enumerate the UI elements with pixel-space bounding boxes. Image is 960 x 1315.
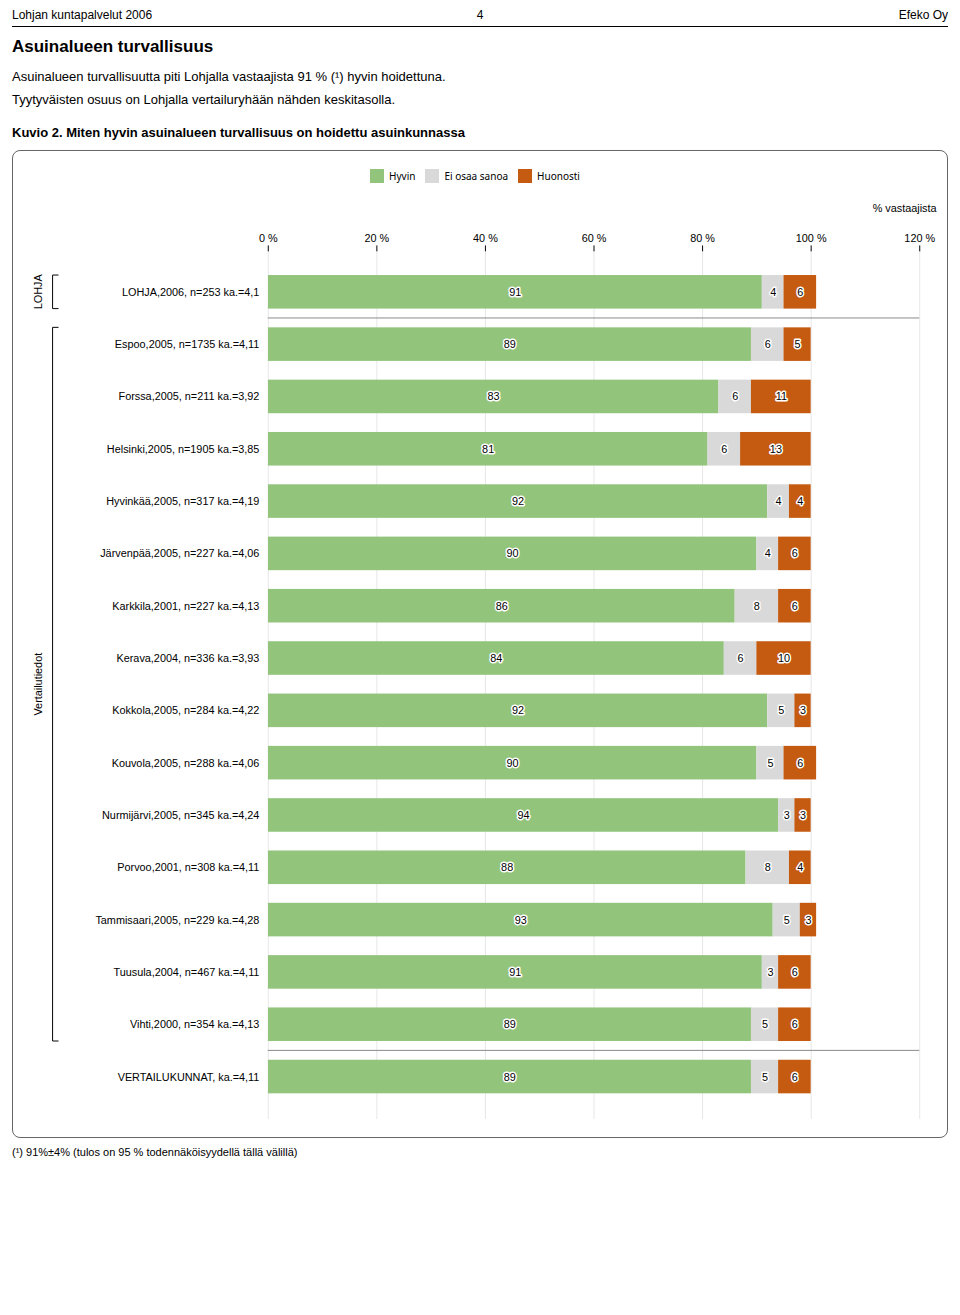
svg-text:LOHJA,2006, n=253 ka.=4,1: LOHJA,2006, n=253 ka.=4,1 (122, 286, 259, 298)
svg-text:92: 92 (512, 704, 524, 716)
svg-text:40 %: 40 % (473, 232, 498, 244)
svg-text:91: 91 (509, 286, 521, 298)
html-text:(¹) 91%±4% (tulos on 95 % tode: (¹) 91%±4% (tulos on 95 % todennäköisyyd… (12, 1145, 298, 1158)
svg-text:8: 8 (765, 861, 771, 873)
svg-text:6: 6 (797, 286, 803, 298)
svg-text:6: 6 (792, 600, 798, 612)
svg-text:Kokkola,2005, n=284 ka.=4,22: Kokkola,2005, n=284 ka.=4,22 (112, 704, 259, 716)
svg-text:90: 90 (507, 757, 519, 769)
svg-text:81: 81 (482, 443, 494, 455)
svg-text:92: 92 (512, 495, 524, 507)
svg-text:Tuusula,2004, n=467 ka.=4,11: Tuusula,2004, n=467 ka.=4,11 (113, 966, 259, 978)
svg-text:Tammisaari,2005, n=229 ka.=4,2: Tammisaari,2005, n=229 ka.=4,28 (95, 914, 259, 926)
svg-text:5: 5 (778, 704, 784, 716)
svg-text:86: 86 (496, 600, 508, 612)
svg-text:120 %: 120 % (904, 232, 935, 244)
svg-text:84: 84 (490, 652, 502, 664)
svg-text:89: 89 (504, 338, 516, 350)
svg-text:80 %: 80 % (690, 232, 715, 244)
svg-text:Vihti,2000, n=354 ka.=4,13: Vihti,2000, n=354 ka.=4,13 (130, 1018, 259, 1030)
svg-text:Karkkila,2001, n=227 ka.=4,13: Karkkila,2001, n=227 ka.=4,13 (112, 600, 259, 612)
svg-text:10: 10 (778, 652, 790, 664)
html-text:Asuinalueen turvallisuus: Asuinalueen turvallisuus (12, 37, 214, 56)
svg-text:94: 94 (517, 809, 529, 821)
svg-text:89: 89 (504, 1018, 516, 1030)
svg-text:13: 13 (770, 443, 782, 455)
svg-text:8: 8 (754, 600, 760, 612)
svg-text:5: 5 (784, 914, 790, 926)
svg-text:5: 5 (795, 338, 801, 350)
svg-text:Hyvinkää,2005, n=317 ka.=4,19: Hyvinkää,2005, n=317 ka.=4,19 (106, 495, 259, 507)
svg-text:3: 3 (800, 704, 806, 716)
svg-text:83: 83 (488, 390, 500, 402)
svg-text:4: 4 (765, 547, 771, 559)
svg-text:5: 5 (762, 1071, 768, 1083)
svg-text:6: 6 (797, 757, 803, 769)
svg-text:60 %: 60 % (582, 232, 607, 244)
svg-text:Kerava,2004, n=336 ka.=3,93: Kerava,2004, n=336 ka.=3,93 (116, 652, 259, 664)
svg-text:3: 3 (800, 809, 806, 821)
svg-text:4: 4 (797, 861, 803, 873)
svg-text:LOHJA: LOHJA (32, 274, 44, 310)
svg-text:4: 4 (776, 495, 782, 507)
svg-text:5: 5 (767, 757, 773, 769)
html-text:Ei osaa sanoa: Ei osaa sanoa (444, 168, 509, 183)
html-text:4: 4 (476, 8, 484, 22)
svg-text:6: 6 (792, 547, 798, 559)
svg-text:6: 6 (792, 1018, 798, 1030)
svg-text:91: 91 (509, 966, 521, 978)
html-text:Tyytyväisten osuus on Lohjalla: Tyytyväisten osuus on Lohjalla vertailur… (12, 92, 395, 107)
svg-text:0 %: 0 % (259, 232, 278, 244)
html-text:Efeko Oy: Efeko Oy (898, 8, 948, 22)
svg-text:6: 6 (732, 390, 738, 402)
html-text:Asuinalueen turvallisuutta pit: Asuinalueen turvallisuutta piti Lohjalla… (12, 69, 446, 84)
svg-text:3: 3 (784, 809, 790, 821)
svg-text:6: 6 (738, 652, 744, 664)
svg-text:% vastaajista: % vastaajista (873, 202, 938, 214)
svg-text:90: 90 (507, 547, 519, 559)
svg-text:4: 4 (797, 495, 803, 507)
svg-text:88: 88 (501, 861, 513, 873)
svg-text:Nurmijärvi,2005, n=345 ka.=4,2: Nurmijärvi,2005, n=345 ka.=4,24 (102, 809, 259, 821)
svg-text:6: 6 (765, 338, 771, 350)
svg-text:Kouvola,2005, n=288 ka.=4,06: Kouvola,2005, n=288 ka.=4,06 (112, 757, 260, 769)
svg-text:6: 6 (792, 1071, 798, 1083)
svg-text:4: 4 (770, 286, 776, 298)
svg-text:6: 6 (721, 443, 727, 455)
svg-text:11: 11 (776, 390, 787, 402)
svg-text:5: 5 (762, 1018, 768, 1030)
svg-text:100 %: 100 % (796, 232, 827, 244)
svg-text:Helsinki,2005, n=1905 ka.=3,85: Helsinki,2005, n=1905 ka.=3,85 (107, 443, 260, 455)
svg-text:Järvenpää,2005, n=227 ka.=4,06: Järvenpää,2005, n=227 ka.=4,06 (100, 547, 259, 559)
svg-text:20 %: 20 % (364, 232, 389, 244)
html-text:Hyvin: Hyvin (389, 168, 416, 183)
svg-text:3: 3 (767, 966, 773, 978)
svg-text:Espoo,2005, n=1735 ka.=4,11: Espoo,2005, n=1735 ka.=4,11 (115, 338, 260, 350)
svg-text:VERTAILUKUNNAT, ka.=4,11: VERTAILUKUNNAT, ka.=4,11 (118, 1071, 260, 1083)
html-text:Huonosti: Huonosti (537, 168, 580, 183)
svg-text:93: 93 (515, 914, 527, 926)
svg-text:3: 3 (805, 914, 811, 926)
html-text:Kuvio 2. Miten hyvin asuinalue: Kuvio 2. Miten hyvin asuinalueen turvall… (12, 125, 465, 140)
html-text:Lohjan kuntapalvelut 2006: Lohjan kuntapalvelut 2006 (12, 8, 153, 22)
svg-text:Vertailutiedot: Vertailutiedot (32, 653, 44, 716)
svg-text:6: 6 (792, 966, 798, 978)
svg-text:89: 89 (504, 1071, 516, 1083)
svg-text:Forssa,2005, n=211 ka.=3,92: Forssa,2005, n=211 ka.=3,92 (119, 390, 260, 402)
svg-text:Porvoo,2001, n=308 ka.=4,11: Porvoo,2001, n=308 ka.=4,11 (117, 861, 259, 873)
